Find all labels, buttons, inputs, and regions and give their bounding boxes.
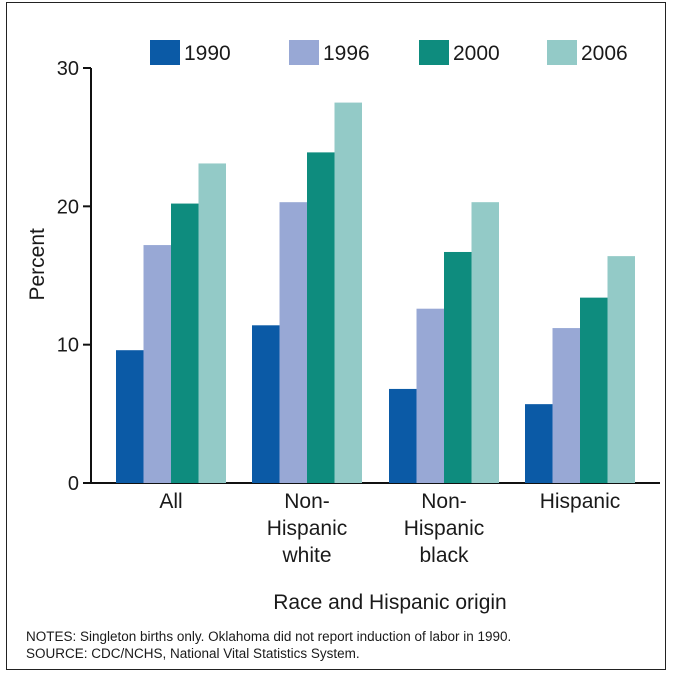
bar-2006-1	[334, 102, 362, 483]
bar-1996-1	[279, 202, 307, 483]
bar-chart: 0 10 20 30 Percent All Non- Hispanic white Non- Hi…	[26, 40, 660, 614]
y-tick-label: 20	[57, 196, 79, 218]
x-category-label: Hispanic	[267, 517, 348, 540]
legend-label: 1990	[184, 42, 231, 65]
bar-2006-2	[471, 202, 499, 483]
bar-2000-3	[580, 297, 608, 483]
bar-2000-2	[444, 251, 472, 483]
bar-2006-0	[198, 163, 226, 483]
legend-swatch-1996	[289, 40, 319, 65]
bar-1990-3	[525, 404, 553, 483]
bar-2006-3	[607, 256, 635, 483]
notes-text: NOTES: Singleton births only. Oklahoma d…	[26, 629, 512, 644]
y-tick-label: 30	[57, 58, 79, 80]
y-tick-label: 0	[68, 473, 79, 495]
bar-1990-2	[389, 388, 417, 483]
x-category-label: Hispanic	[404, 517, 485, 540]
legend-swatch-1990	[150, 40, 180, 65]
legend-label: 2006	[581, 42, 628, 65]
source-text: SOURCE: CDC/NCHS, National Vital Statist…	[26, 646, 360, 661]
bar-2000-0	[171, 203, 199, 484]
bar-1990-1	[252, 325, 280, 483]
legend-label: 2000	[453, 42, 500, 65]
x-category-label: Non-	[421, 490, 467, 513]
x-category-label: white	[281, 544, 331, 567]
bar-1996-2	[416, 308, 444, 483]
y-axis-title: Percent	[26, 228, 49, 301]
bar-1996-3	[552, 328, 580, 483]
x-category-label: black	[419, 544, 469, 567]
bar-1990-0	[116, 350, 144, 483]
y-tick-label: 10	[57, 335, 79, 357]
legend-label: 1996	[323, 42, 370, 65]
x-category-label: All	[159, 490, 182, 513]
bar-1996-0	[143, 245, 171, 483]
x-axis-title: Race and Hispanic origin	[273, 591, 506, 614]
legend-swatch-2006	[547, 40, 577, 65]
bar-2000-1	[307, 152, 335, 483]
x-category-label: Non-	[284, 490, 330, 513]
legend-swatch-2000	[419, 40, 449, 65]
x-category-label: Hispanic	[540, 490, 621, 513]
notes-block: NOTES: Singleton births only. Oklahoma d…	[26, 628, 656, 662]
